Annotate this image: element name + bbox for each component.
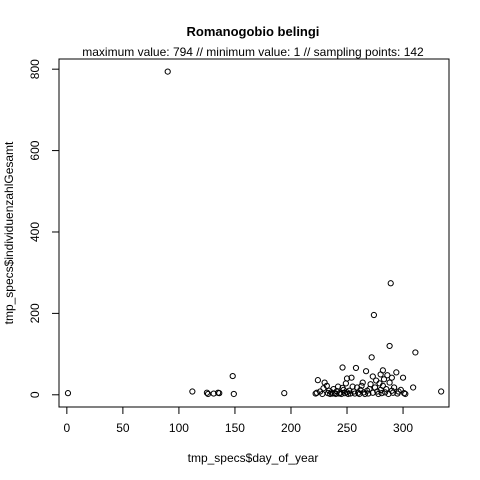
data-point <box>438 388 445 395</box>
data-point <box>339 364 346 371</box>
y-tick-label: 200 <box>28 303 42 323</box>
data-point <box>204 390 212 398</box>
data-point <box>229 372 236 380</box>
data-point <box>410 384 417 391</box>
data-point <box>64 390 72 397</box>
data-point <box>390 384 398 391</box>
x-axis-label: tmp_specs$day_of_year <box>188 451 319 465</box>
y-tick-label: 0 <box>28 391 42 398</box>
data-point <box>388 374 395 381</box>
data-point <box>369 373 376 380</box>
data-point <box>387 280 394 287</box>
data-point <box>314 377 321 384</box>
data-point <box>402 390 409 398</box>
data-point <box>352 364 360 372</box>
data-point <box>367 381 374 388</box>
x-tick-label: 250 <box>337 421 357 435</box>
data-point <box>412 349 419 356</box>
data-point <box>386 379 393 386</box>
data-point <box>386 342 393 350</box>
data-point <box>319 390 326 398</box>
data-point <box>362 368 370 375</box>
data-point <box>382 389 389 396</box>
data-point <box>359 379 366 386</box>
data-point <box>365 390 372 397</box>
data-point <box>189 388 196 395</box>
data-points <box>64 68 445 398</box>
y-tick-label: 400 <box>28 222 42 242</box>
plot-frame <box>58 58 450 408</box>
x-tick-label: 150 <box>225 421 245 435</box>
data-point <box>379 367 386 374</box>
data-point <box>164 68 171 75</box>
chart-subtitle: maximum value: 794 // minimum value: 1 /… <box>82 45 424 59</box>
chart-title: Romanogobio belingi <box>187 24 320 39</box>
data-point <box>351 390 358 397</box>
data-point <box>383 385 390 393</box>
data-point <box>216 390 223 397</box>
data-point <box>399 374 407 381</box>
data-point <box>380 376 388 383</box>
x-tick-label: 50 <box>116 421 130 435</box>
data-point <box>323 382 330 389</box>
data-point <box>281 390 288 397</box>
data-point <box>346 387 353 394</box>
data-point <box>373 377 380 384</box>
data-point <box>379 382 386 389</box>
x-tick-label: 300 <box>393 421 413 435</box>
y-tick-label: 600 <box>28 140 42 160</box>
y-tick-label: 800 <box>28 59 42 79</box>
data-point <box>378 390 385 397</box>
data-point <box>348 374 355 381</box>
data-point <box>342 380 349 387</box>
data-point <box>368 354 375 361</box>
data-point <box>393 369 400 376</box>
x-axis: 0 50 100 150 200 250 300 <box>64 406 413 435</box>
data-point <box>345 390 352 398</box>
data-point <box>370 311 378 319</box>
data-point <box>203 389 211 396</box>
x-tick-label: 0 <box>64 421 71 435</box>
data-point <box>313 389 320 396</box>
data-point <box>397 386 404 394</box>
y-axis-label: tmp_specs$individuenzahlGesamt <box>2 141 16 324</box>
x-tick-label: 200 <box>281 421 301 435</box>
data-point <box>358 382 365 389</box>
data-point <box>401 390 408 397</box>
data-point <box>230 390 237 398</box>
data-point <box>343 375 351 382</box>
y-axis: 0 200 400 600 800 <box>28 59 60 398</box>
x-tick-label: 100 <box>169 421 189 435</box>
